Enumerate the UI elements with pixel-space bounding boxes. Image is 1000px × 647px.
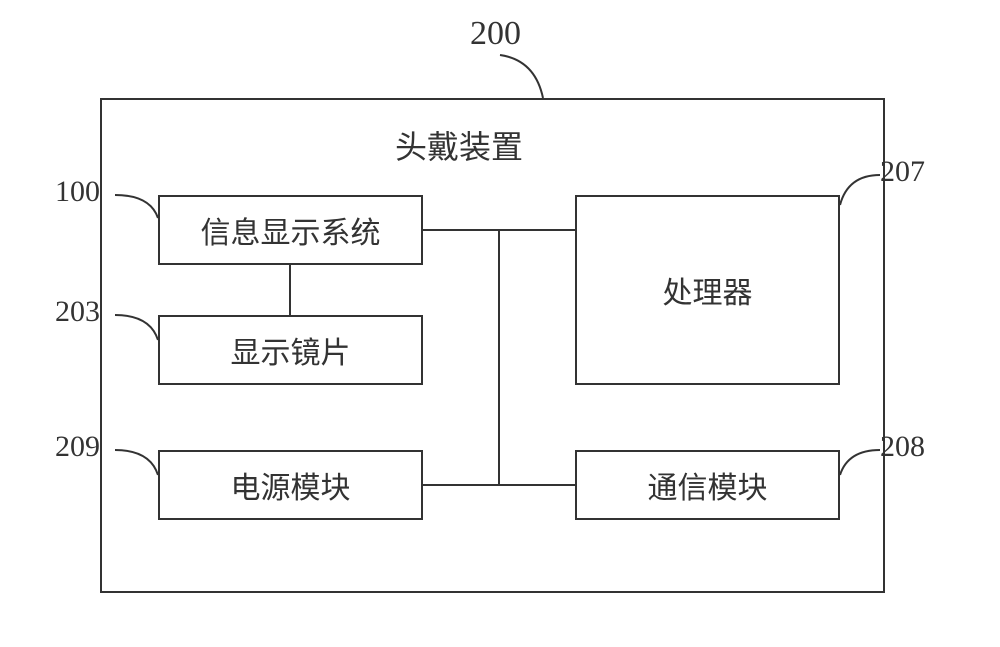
callout-209: 209 [55, 430, 100, 464]
callout-100: 100 [55, 175, 100, 209]
callout-200: 200 [470, 15, 521, 53]
callout-208: 208 [880, 430, 925, 464]
callout-203: 203 [55, 295, 100, 329]
block-diagram: 头戴装置 信息显示系统 显示镜片 处理器 电源模块 通信模块 [0, 0, 1000, 647]
callout-leaders-svg [0, 0, 1000, 647]
callout-207: 207 [880, 155, 925, 189]
